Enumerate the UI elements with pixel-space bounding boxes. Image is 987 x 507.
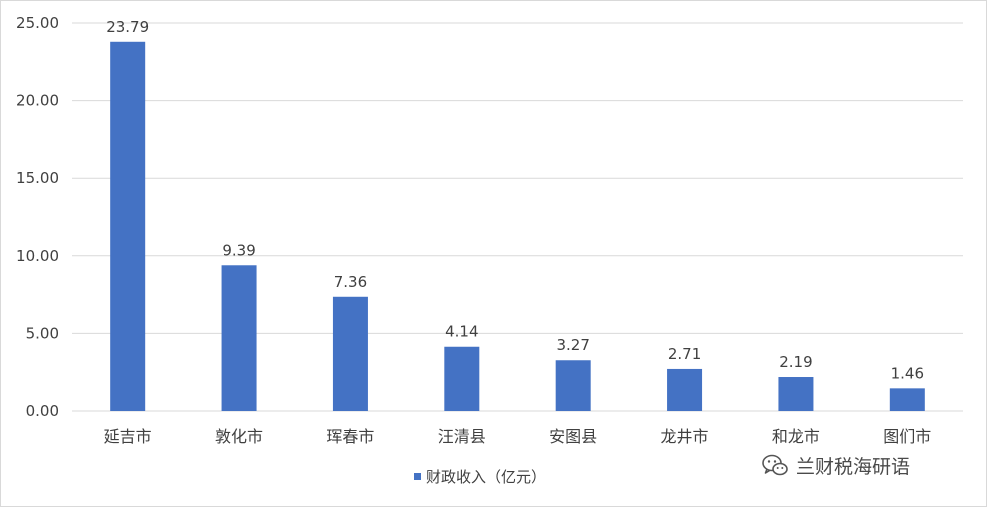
data-label: 23.79 [106,18,149,36]
y-tick-label: 15.00 [16,169,59,187]
data-label: 2.19 [779,353,812,371]
y-tick-label: 5.00 [26,324,59,342]
bar [444,346,480,411]
bar [889,388,925,411]
watermark: 兰财税海研语 [760,448,910,482]
y-tick-label: 0.00 [26,402,59,420]
data-label: 7.36 [334,273,367,291]
x-tick-label: 和龙市 [772,427,820,446]
legend-swatch [414,472,421,480]
bar [221,265,257,411]
y-tick-label: 10.00 [16,247,59,265]
bar [110,41,146,411]
watermark-text: 兰财税海研语 [796,455,911,478]
data-label: 4.14 [445,323,478,341]
legend-label: 财政收入（亿元） [426,467,547,486]
data-label: 9.39 [222,241,255,259]
x-tick-label: 敦化市 [215,427,263,446]
legend: 财政收入（亿元） [414,465,546,487]
data-label: 3.27 [556,336,589,354]
data-label: 2.71 [668,345,701,363]
x-tick-label: 龙井市 [661,427,709,446]
x-tick-label: 图们市 [883,427,931,446]
bar [667,368,703,411]
x-tick-label: 安图县 [549,427,597,446]
wechat-icon [762,454,788,476]
data-label: 1.46 [891,364,924,382]
y-tick-label: 20.00 [16,92,59,110]
bar [332,296,368,411]
x-tick-label: 延吉市 [104,427,152,446]
x-tick-label: 汪清县 [438,427,486,446]
bar [778,377,814,411]
x-tick-label: 珲春市 [326,427,374,446]
bar [555,360,591,411]
y-tick-label: 25.00 [16,14,59,32]
